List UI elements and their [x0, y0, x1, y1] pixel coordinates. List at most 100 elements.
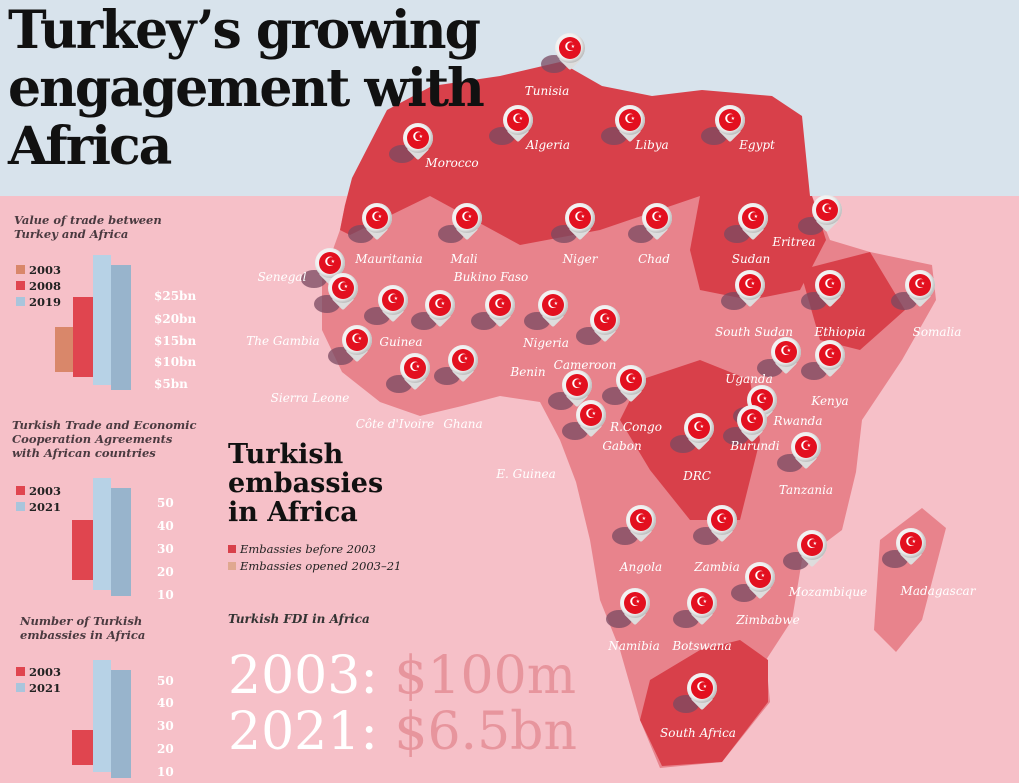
country-label: Guinea — [379, 335, 423, 349]
heading-line3: in Africa — [228, 497, 358, 528]
turkish-flag-icon: ☪ — [691, 592, 713, 614]
embassy-pin: ☪ — [471, 290, 515, 334]
country-label: Benin — [510, 365, 546, 379]
country-label: Ghana — [443, 417, 483, 431]
country-label: The Gambia — [246, 334, 320, 348]
embassies-title-line2: embassies in Africa — [20, 628, 146, 642]
tick-15bn: $15bn — [154, 334, 197, 348]
heading-line2: embassies — [228, 468, 384, 499]
turkish-flag-icon: ☪ — [382, 289, 404, 311]
heading-line1: Turkish — [228, 439, 344, 470]
tick-20: 20 — [157, 565, 174, 579]
embassy-pin: ☪ — [301, 248, 345, 292]
legend-embassies-before: Embassies before 2003 — [228, 542, 376, 556]
africa-north-region — [340, 62, 810, 245]
embassy-pin: ☪ — [693, 505, 737, 549]
trade-bar-2003 — [55, 327, 75, 372]
trade-bar-2008 — [73, 297, 95, 377]
embassy-pin: ☪ — [562, 400, 606, 444]
agreements-bar-2003 — [72, 520, 94, 580]
embassy-pin: ☪ — [628, 203, 672, 247]
embassies-heading: Turkish embassies in Africa — [228, 440, 383, 527]
country-label: DRC — [683, 469, 711, 483]
country-label: Tunisia — [524, 84, 570, 98]
country-label: R.Congo — [610, 420, 662, 434]
embassy-pin: ☪ — [783, 530, 827, 574]
country-label: Rwanda — [773, 414, 823, 428]
legend-2019: 2019 — [16, 294, 61, 310]
country-label: Libya — [635, 138, 669, 152]
embassy-pin: ☪ — [724, 203, 768, 247]
country-label: Sudan — [731, 252, 771, 266]
country-label: Sierra Leone — [270, 391, 350, 405]
embassy-pin: ☪ — [701, 105, 745, 149]
sudan-region — [690, 196, 826, 300]
country-label: Eritrea — [772, 235, 816, 249]
embassy-pin: ☪ — [541, 33, 585, 77]
country-label: Somalia — [912, 325, 962, 339]
trade-bar-2019 — [93, 255, 111, 385]
tick-50: 50 — [157, 674, 174, 688]
country-label: Mozambique — [788, 585, 868, 599]
madagascar — [874, 508, 946, 652]
turkish-flag-icon: ☪ — [900, 532, 922, 554]
embassy-pin: ☪ — [721, 270, 765, 314]
turkish-flag-icon: ☪ — [749, 566, 771, 588]
turkish-flag-icon: ☪ — [580, 404, 602, 426]
embassies-bar-2021-side — [111, 670, 131, 778]
country-label: Angola — [619, 560, 663, 574]
embassy-pin: ☪ — [891, 270, 935, 314]
trade-title-line2: Turkey and Africa — [14, 227, 129, 241]
tick-10bn: $10bn — [154, 355, 197, 369]
embassy-pin: ☪ — [389, 123, 433, 167]
embassy-pin: ☪ — [524, 290, 568, 334]
country-label: Chad — [638, 252, 670, 266]
country-label: South Sudan — [714, 325, 794, 339]
embassies-legend: 2003 2021 — [16, 664, 61, 696]
agreements-title-line3: with African countries — [12, 446, 156, 460]
country-label: Senegal — [257, 270, 307, 284]
embassy-pin: ☪ — [411, 290, 455, 334]
turkish-flag-icon: ☪ — [569, 207, 591, 229]
embassy-pin: ☪ — [489, 105, 533, 149]
agreements-bar-2021-side — [111, 488, 131, 596]
tick-20bn: $20bn — [154, 312, 197, 326]
country-label: Botswana — [672, 639, 732, 653]
tick-5bn: $5bn — [154, 377, 188, 391]
turkish-flag-icon: ☪ — [332, 277, 354, 299]
embassy-pin: ☪ — [601, 105, 645, 149]
legend-2021: 2021 — [16, 499, 61, 515]
turkish-flag-icon: ☪ — [452, 349, 474, 371]
agreements-bar-2021 — [93, 478, 111, 590]
turkish-flag-icon: ☪ — [711, 509, 733, 531]
country-label: Ethiopia — [814, 325, 866, 339]
agreements-panel-title: Turkish Trade and Economic Cooperation A… — [12, 418, 197, 460]
embassy-pin: ☪ — [606, 588, 650, 632]
tick-30: 30 — [157, 719, 174, 733]
legend-2003: 2003 — [16, 664, 61, 680]
tick-10: 10 — [157, 765, 174, 779]
turkish-flag-icon: ☪ — [739, 274, 761, 296]
turkish-flag-icon: ☪ — [594, 309, 616, 331]
country-label: Burundi — [730, 439, 780, 453]
embassies-bar-2021 — [93, 660, 111, 772]
turkish-flag-icon: ☪ — [646, 207, 668, 229]
country-label: Gabon — [602, 439, 642, 453]
embassy-pin: ☪ — [348, 203, 392, 247]
turkish-flag-icon: ☪ — [559, 37, 581, 59]
trade-legend: 2003 2008 2019 — [16, 262, 61, 310]
country-label: Egypt — [739, 138, 775, 152]
embassies-panel-title: Number of Turkish embassies in Africa — [20, 614, 145, 642]
country-label: Morocco — [425, 156, 479, 170]
turkish-flag-icon: ☪ — [691, 677, 713, 699]
turkish-flag-icon: ☪ — [346, 329, 368, 351]
turkish-flag-icon: ☪ — [407, 127, 429, 149]
country-label: Bukino Faso — [453, 270, 529, 284]
turkish-flag-icon: ☪ — [619, 109, 641, 131]
embassy-pin: ☪ — [723, 405, 767, 449]
country-label: Kenya — [811, 394, 849, 408]
embassy-pin: ☪ — [801, 340, 845, 384]
turkish-flag-icon: ☪ — [630, 509, 652, 531]
turkish-flag-icon: ☪ — [801, 534, 823, 556]
legend-2008: 2008 — [16, 278, 61, 294]
